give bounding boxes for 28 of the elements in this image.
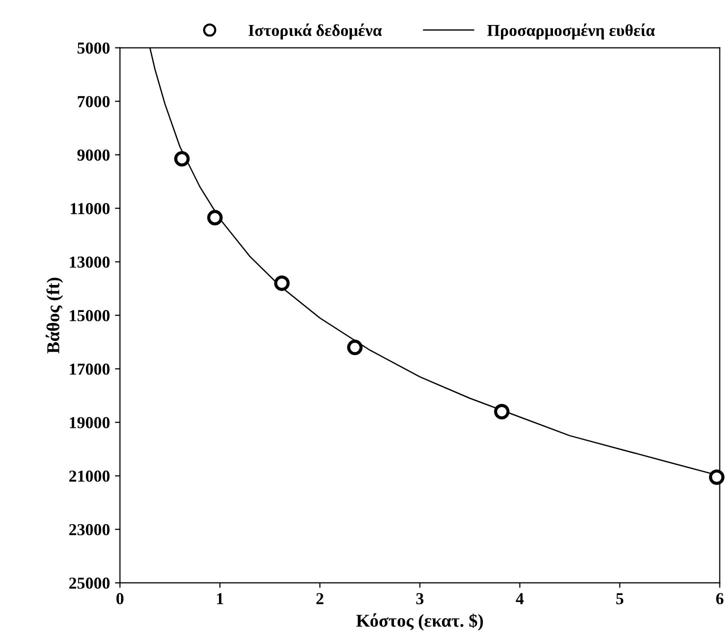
point	[347, 340, 363, 356]
x-tick-label: 3	[416, 593, 424, 604]
x-tick-label: 1	[217, 593, 224, 604]
legend-label: Ιστορικά δεδομένα	[248, 24, 382, 40]
x-tick-label: 2	[316, 593, 324, 604]
x-tick-label: 4	[516, 593, 524, 604]
y-tick-label: 21000	[69, 470, 110, 482]
x-tick-label: 6	[716, 593, 724, 604]
y-tick-label: 17000	[70, 364, 110, 375]
y-tick-label: 11000	[70, 203, 110, 214]
point	[494, 404, 510, 420]
x-axis-title: Κόστος (εκατ. $)	[356, 613, 483, 631]
y-tick-label: 25000	[69, 578, 110, 589]
point	[174, 151, 190, 167]
x-tick-label: 0	[116, 593, 124, 604]
y-tick-label: 5000	[78, 42, 110, 54]
x-tick-label: 5	[616, 593, 624, 604]
y-tick-label: 7000	[78, 96, 110, 108]
point	[207, 210, 223, 226]
legend-label: Προσαρμοσμένη ευθεία	[487, 24, 655, 40]
y-tick-label: 23000	[69, 524, 110, 536]
y-tick-label: 19000	[70, 417, 110, 428]
point	[274, 275, 290, 291]
point	[708, 469, 724, 485]
y-tick-label: 13000	[70, 256, 110, 268]
y-tick-label: 15000	[70, 310, 110, 322]
y-tick-label: 9000	[77, 149, 110, 161]
y-axis-title: Βάθος (ft)	[46, 278, 64, 354]
